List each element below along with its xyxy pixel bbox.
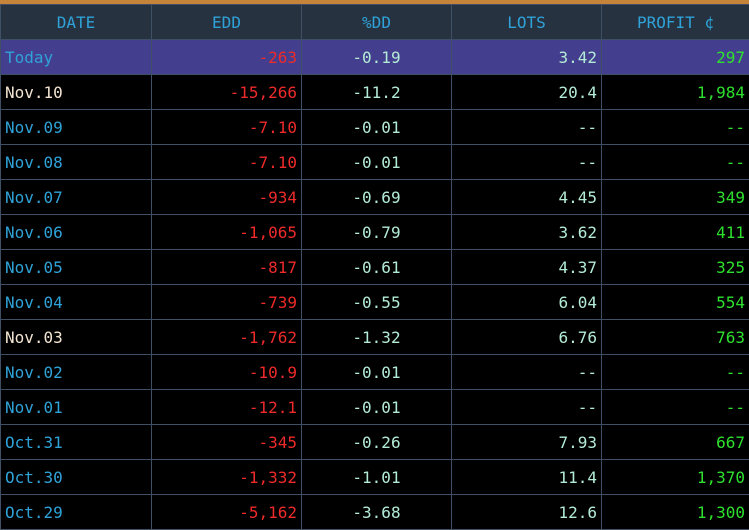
cell-date: Nov.05: [1, 250, 152, 285]
cell-profit: 554: [602, 285, 749, 320]
cell-lots: 7.93: [452, 425, 602, 460]
cell-lots: 3.42: [452, 40, 602, 75]
cell-lots: 12.6: [452, 495, 602, 530]
cell-pct-dd: -0.19: [302, 40, 452, 75]
cell-edd: -7.10: [152, 110, 302, 145]
cell-lots: --: [452, 390, 602, 425]
cell-pct-dd: -0.26: [302, 425, 452, 460]
table-row[interactable]: Nov.08-7.10-0.01----: [1, 145, 749, 180]
cell-pct-dd: -0.01: [302, 145, 452, 180]
cell-date: Nov.08: [1, 145, 152, 180]
cell-pct-dd: -1.01: [302, 460, 452, 495]
cell-pct-dd: -0.01: [302, 110, 452, 145]
cell-edd: -7.10: [152, 145, 302, 180]
daily-drawdown-table: DATE EDD %DD LOTS PROFIT ¢ Today-263-0.1…: [0, 4, 749, 530]
cell-lots: 4.37: [452, 250, 602, 285]
cell-pct-dd: -0.01: [302, 355, 452, 390]
cell-profit: 763: [602, 320, 749, 355]
cell-date: Oct.29: [1, 495, 152, 530]
cell-date: Oct.30: [1, 460, 152, 495]
cell-date: Nov.06: [1, 215, 152, 250]
cell-profit: 411: [602, 215, 749, 250]
cell-lots: --: [452, 355, 602, 390]
cell-edd: -263: [152, 40, 302, 75]
cell-pct-dd: -11.2: [302, 75, 452, 110]
cell-edd: -1,762: [152, 320, 302, 355]
cell-edd: -10.9: [152, 355, 302, 390]
cell-pct-dd: -0.79: [302, 215, 452, 250]
header-row: DATE EDD %DD LOTS PROFIT ¢: [1, 5, 749, 40]
cell-profit: --: [602, 110, 749, 145]
cell-edd: -345: [152, 425, 302, 460]
cell-edd: -934: [152, 180, 302, 215]
table-row[interactable]: Nov.01-12.1-0.01----: [1, 390, 749, 425]
cell-pct-dd: -0.01: [302, 390, 452, 425]
cell-pct-dd: -0.61: [302, 250, 452, 285]
cell-profit: --: [602, 390, 749, 425]
column-header-lots[interactable]: LOTS: [452, 5, 602, 40]
column-header-edd[interactable]: EDD: [152, 5, 302, 40]
cell-edd: -739: [152, 285, 302, 320]
cell-date: Nov.09: [1, 110, 152, 145]
cell-pct-dd: -3.68: [302, 495, 452, 530]
column-header-pct-dd[interactable]: %DD: [302, 5, 452, 40]
cell-lots: 6.04: [452, 285, 602, 320]
cell-date: Nov.03: [1, 320, 152, 355]
cell-lots: 3.62: [452, 215, 602, 250]
table-row[interactable]: Nov.09-7.10-0.01----: [1, 110, 749, 145]
cell-date: Nov.01: [1, 390, 152, 425]
cell-edd: -1,332: [152, 460, 302, 495]
cell-profit: 1,370: [602, 460, 749, 495]
cell-lots: 20.4: [452, 75, 602, 110]
cell-date: Today: [1, 40, 152, 75]
cell-profit: 667: [602, 425, 749, 460]
table-header: DATE EDD %DD LOTS PROFIT ¢: [1, 5, 749, 40]
cell-edd: -12.1: [152, 390, 302, 425]
cell-lots: 4.45: [452, 180, 602, 215]
cell-lots: 6.76: [452, 320, 602, 355]
cell-profit: 325: [602, 250, 749, 285]
cell-profit: 1,300: [602, 495, 749, 530]
cell-lots: --: [452, 145, 602, 180]
cell-edd: -15,266: [152, 75, 302, 110]
cell-profit: 297: [602, 40, 749, 75]
table-row[interactable]: Nov.02-10.9-0.01----: [1, 355, 749, 390]
column-header-profit[interactable]: PROFIT ¢: [602, 5, 749, 40]
cell-date: Nov.04: [1, 285, 152, 320]
cell-lots: --: [452, 110, 602, 145]
cell-edd: -1,065: [152, 215, 302, 250]
cell-date: Nov.10: [1, 75, 152, 110]
cell-pct-dd: -0.55: [302, 285, 452, 320]
cell-date: Nov.02: [1, 355, 152, 390]
cell-profit: 349: [602, 180, 749, 215]
cell-profit: 1,984: [602, 75, 749, 110]
cell-date: Oct.31: [1, 425, 152, 460]
cell-profit: --: [602, 145, 749, 180]
column-header-date[interactable]: DATE: [1, 5, 152, 40]
cell-edd: -5,162: [152, 495, 302, 530]
cell-pct-dd: -0.69: [302, 180, 452, 215]
cell-lots: 11.4: [452, 460, 602, 495]
cell-edd: -817: [152, 250, 302, 285]
cell-pct-dd: -1.32: [302, 320, 452, 355]
cell-date: Nov.07: [1, 180, 152, 215]
cell-profit: --: [602, 355, 749, 390]
